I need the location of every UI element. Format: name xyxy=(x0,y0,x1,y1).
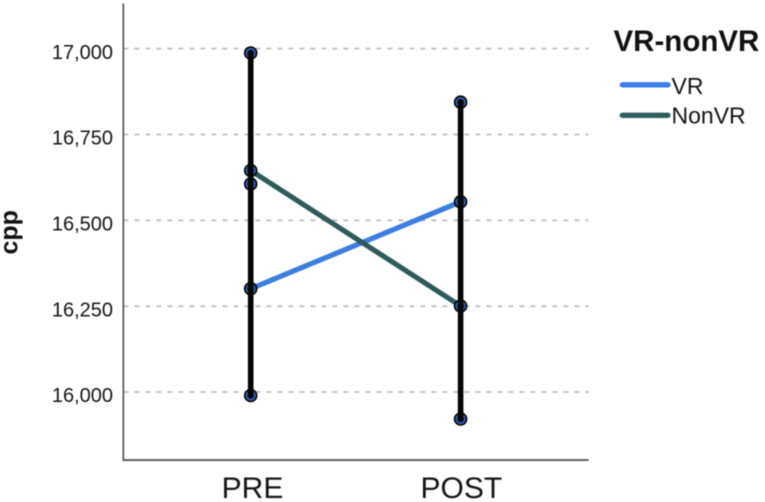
svg-text:16,500: 16,500 xyxy=(52,214,113,236)
svg-text:16,250: 16,250 xyxy=(52,299,113,321)
svg-text:17,000: 17,000 xyxy=(52,42,113,64)
svg-text:PRE: PRE xyxy=(222,472,284,502)
svg-text:NonVR: NonVR xyxy=(672,103,746,129)
svg-text:VR: VR xyxy=(672,73,704,99)
svg-text:16,000: 16,000 xyxy=(52,385,113,407)
svg-text:cpp: cpp xyxy=(0,210,24,254)
svg-text:POST: POST xyxy=(421,472,503,502)
svg-text:VR-nonVR: VR-nonVR xyxy=(614,25,760,58)
svg-text:16,750: 16,750 xyxy=(52,128,113,150)
